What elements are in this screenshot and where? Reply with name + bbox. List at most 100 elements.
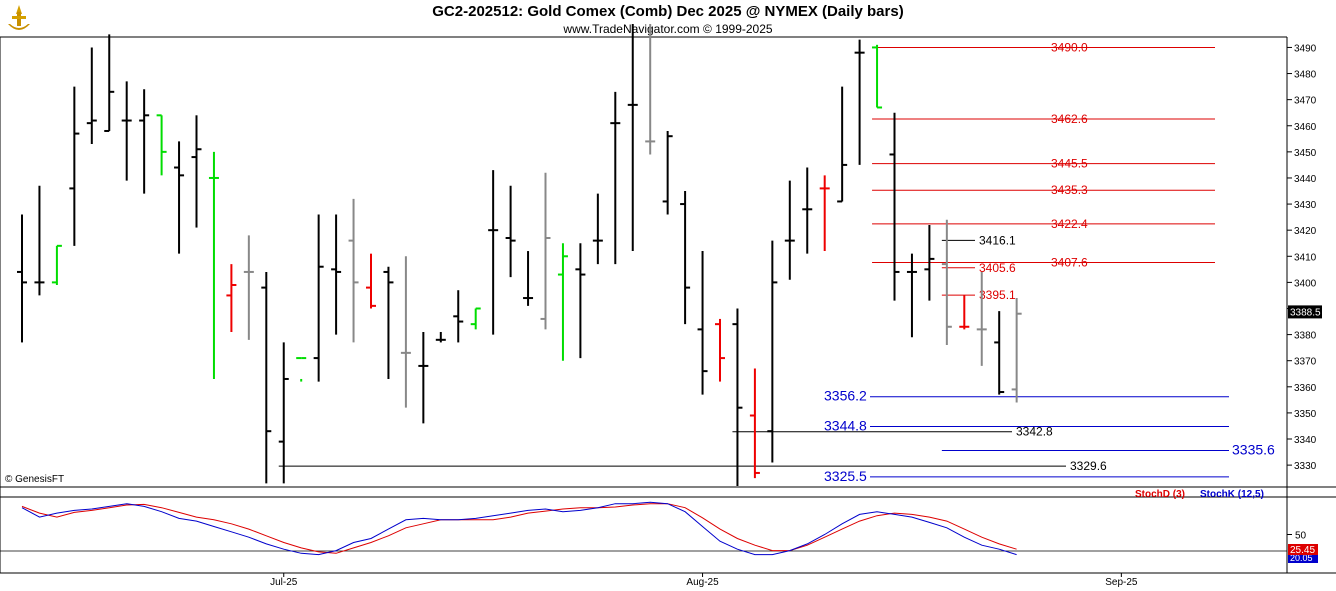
price-tick-label: 3450 bbox=[1294, 148, 1317, 159]
chart-subtitle: www.TradeNavigator.com © 1999-2025 bbox=[563, 22, 773, 36]
price-bar bbox=[505, 185, 516, 278]
date-label-Sep-25: Sep-25 bbox=[1105, 577, 1138, 588]
price-bar bbox=[1011, 298, 1022, 403]
price-tick-label: 3330 bbox=[1294, 461, 1317, 472]
date-label-Aug-25: Aug-25 bbox=[686, 577, 719, 588]
price-bar bbox=[453, 290, 464, 343]
price-bar bbox=[348, 198, 359, 343]
price-bar bbox=[627, 23, 638, 252]
price-bar bbox=[959, 295, 970, 330]
level-label-3344.8: 3344.8 bbox=[824, 417, 867, 433]
price-bar bbox=[86, 47, 97, 145]
price-bar bbox=[104, 34, 115, 132]
level-label-3335.6: 3335.6 bbox=[1232, 441, 1275, 457]
price-bar bbox=[139, 89, 150, 194]
price-tick-label: 3420 bbox=[1294, 226, 1317, 237]
date-label-Jul-25: Jul-25 bbox=[270, 577, 298, 588]
chart-title: GC2-202512: Gold Comex (Comb) Dec 2025 @… bbox=[432, 3, 904, 20]
price-bar bbox=[906, 253, 917, 338]
price-bar bbox=[331, 214, 342, 335]
level-label-3325.5: 3325.5 bbox=[824, 468, 867, 484]
price-bar bbox=[592, 193, 603, 265]
price-bar bbox=[470, 307, 481, 330]
price-bar bbox=[400, 256, 411, 408]
price-bar bbox=[819, 175, 830, 252]
price-bar bbox=[418, 331, 429, 424]
price-bar bbox=[156, 114, 167, 176]
level-label-3329.6: 3329.6 bbox=[1070, 459, 1107, 473]
level-label-3407.6: 3407.6 bbox=[1051, 256, 1088, 270]
level-label-3462.6: 3462.6 bbox=[1051, 112, 1088, 126]
stoch-k-line bbox=[21, 501, 1017, 556]
price-tick-label: 3380 bbox=[1294, 331, 1317, 342]
price-bar bbox=[226, 264, 237, 332]
stoch-d-legend: StochD (3) bbox=[1135, 489, 1185, 500]
price-bar bbox=[69, 86, 80, 246]
genesis-logo-icon bbox=[2, 2, 36, 36]
price-bar bbox=[697, 251, 708, 395]
price-bar bbox=[872, 44, 883, 109]
price-bar bbox=[313, 214, 324, 382]
price-bar bbox=[715, 318, 725, 382]
price-tick-label: 3340 bbox=[1294, 435, 1317, 446]
level-label-3342.8: 3342.8 bbox=[1016, 425, 1053, 439]
stoch-k-value-box bbox=[1288, 553, 1318, 563]
price-bar bbox=[540, 172, 551, 330]
price-bar bbox=[854, 39, 865, 165]
price-tick-label: 3360 bbox=[1294, 383, 1317, 394]
price-bar bbox=[662, 130, 673, 215]
price-bar bbox=[174, 141, 185, 254]
price-bar bbox=[784, 180, 795, 280]
price-bar bbox=[994, 311, 1005, 395]
price-tick-label: 3400 bbox=[1294, 278, 1317, 289]
price-bar bbox=[889, 112, 900, 301]
price-bar bbox=[261, 271, 272, 484]
stoch-k-legend: StochK (12,5) bbox=[1200, 489, 1264, 500]
price-bar bbox=[366, 253, 376, 309]
stoch-tick-label: 50 bbox=[1295, 531, 1307, 542]
stoch-d-value-label: 25.45 bbox=[1290, 545, 1315, 556]
last-price-label: 3388.5 bbox=[1290, 307, 1321, 318]
price-bar bbox=[488, 170, 499, 335]
price-bar bbox=[976, 271, 987, 366]
level-label-3395.1: 3395.1 bbox=[979, 288, 1016, 302]
price-bar bbox=[208, 151, 219, 379]
price-bar bbox=[941, 219, 952, 346]
price-tick-label: 3430 bbox=[1294, 200, 1317, 211]
level-label-3490.0: 3490.0 bbox=[1051, 40, 1088, 54]
price-bar bbox=[121, 81, 132, 181]
price-bar bbox=[243, 235, 254, 340]
price-tick-label: 3480 bbox=[1294, 70, 1317, 81]
stoch-d-line bbox=[21, 503, 1017, 554]
price-bar bbox=[767, 240, 778, 463]
price-bar bbox=[17, 214, 27, 343]
price-bar bbox=[557, 243, 568, 361]
price-bar bbox=[924, 224, 935, 301]
price-bar bbox=[435, 331, 446, 343]
price-bar bbox=[645, 23, 656, 155]
price-bar bbox=[296, 357, 307, 382]
last-price-box bbox=[1288, 305, 1322, 319]
price-bar bbox=[191, 115, 202, 228]
level-label-3445.5: 3445.5 bbox=[1051, 157, 1088, 171]
copyright-label: © GenesisFT bbox=[5, 474, 65, 485]
price-bar bbox=[732, 308, 743, 486]
stoch-d-value-box bbox=[1288, 544, 1318, 555]
price-tick-label: 3470 bbox=[1294, 96, 1317, 107]
price-bar bbox=[383, 266, 394, 379]
price-tick-label: 3370 bbox=[1294, 357, 1317, 368]
price-tick-label: 3350 bbox=[1294, 409, 1317, 420]
price-tick-label: 3440 bbox=[1294, 174, 1317, 185]
price-tick-label: 3410 bbox=[1294, 252, 1317, 263]
level-label-3356.2: 3356.2 bbox=[824, 388, 867, 404]
price-bar bbox=[51, 244, 62, 285]
level-label-3422.4: 3422.4 bbox=[1051, 217, 1088, 231]
level-label-3435.3: 3435.3 bbox=[1051, 183, 1088, 197]
price-tick-label: 3460 bbox=[1294, 122, 1317, 133]
price-bar bbox=[680, 191, 691, 325]
price-bar bbox=[749, 368, 760, 479]
price-bar bbox=[802, 167, 813, 254]
level-label-3416.1: 3416.1 bbox=[979, 233, 1016, 247]
price-bar bbox=[34, 185, 45, 296]
